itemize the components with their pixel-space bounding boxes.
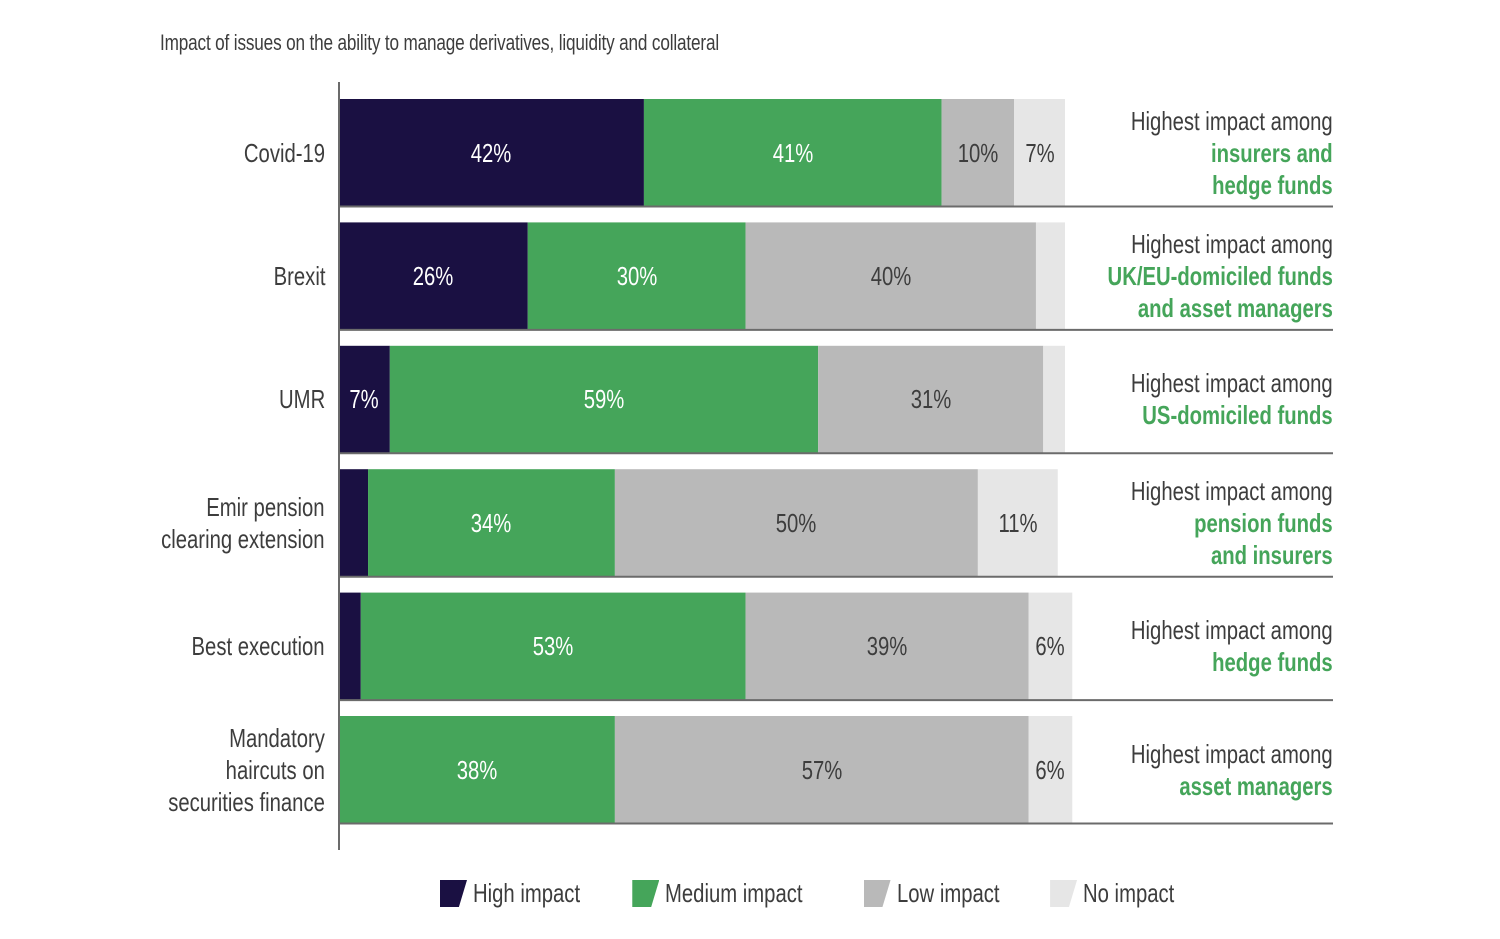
category-label-line: Best execution bbox=[191, 631, 325, 662]
bar-segment-high-impact-best-execution bbox=[339, 592, 361, 700]
category-label-line: clearing extension bbox=[161, 523, 325, 554]
legend-swatch-low-impact bbox=[863, 880, 891, 907]
data-label-medium-impact-covid-19: 41% bbox=[772, 137, 814, 168]
annotation-highlight: insurers and bbox=[1211, 137, 1333, 168]
data-label-no-impact-emir-pension-clearing-extension: 11% bbox=[998, 507, 1038, 538]
bar-segment-low-impact-covid-19 bbox=[941, 99, 1015, 206]
legend-label-high-impact: High impact bbox=[473, 878, 581, 908]
bar-segment-no-impact-mandatory-haircuts-on-securities-finance bbox=[1028, 716, 1073, 823]
data-label-medium-impact-umr: 59% bbox=[583, 384, 625, 415]
category-label-best-execution: Best execution bbox=[192, 630, 325, 662]
annotation-highlight: hedge funds bbox=[1212, 647, 1333, 678]
bar-segment-high-impact-umr bbox=[339, 345, 390, 453]
annotation-prefix: Highest impact among bbox=[1131, 738, 1333, 769]
bar-segment-medium-impact-emir-pension-clearing-extension bbox=[368, 469, 615, 577]
annotation-highlight: and insurers bbox=[1211, 539, 1333, 570]
data-label-medium-impact-brexit: 30% bbox=[616, 260, 657, 291]
chart-legend: High impact Medium impact Low impact No … bbox=[440, 878, 1222, 909]
data-label-high-impact-umr: 7% bbox=[349, 384, 380, 415]
bar-segment-low-impact-emir-pension-clearing-extension bbox=[614, 469, 978, 577]
data-label-low-impact-umr: 31% bbox=[910, 384, 951, 415]
annotation-best-execution: Highest impact among hedge funds bbox=[1131, 614, 1333, 678]
annotation-brexit: Highest impact among UK/EU-domiciled fund… bbox=[1108, 228, 1333, 324]
category-label-line: haircuts on bbox=[225, 754, 325, 785]
bar-segment-medium-impact-umr bbox=[389, 345, 819, 453]
legend-label-low-impact: Low impact bbox=[896, 878, 1000, 908]
bar-segment-no-impact-brexit bbox=[1035, 222, 1065, 330]
annotation-prefix: Highest impact among bbox=[1131, 368, 1333, 399]
bar-segment-no-impact-emir-pension-clearing-extension bbox=[977, 469, 1058, 577]
category-label-line: Mandatory bbox=[229, 722, 325, 753]
annotation-highlight: UK/EU-domiciled funds bbox=[1107, 260, 1333, 291]
data-label-medium-impact-best-execution: 53% bbox=[532, 631, 574, 662]
category-label-line: securities finance bbox=[168, 786, 325, 817]
legend-swatch-medium-impact bbox=[632, 880, 660, 907]
category-label-brexit: Brexit bbox=[273, 260, 325, 292]
bar-segment-medium-impact-covid-19 bbox=[643, 99, 942, 206]
legend-label-medium-impact: Medium impact bbox=[665, 878, 803, 908]
annotation-mandatory-haircuts-on-securities-finance: Highest impact among asset managers bbox=[1131, 738, 1333, 802]
bar-segment-high-impact-covid-19 bbox=[339, 99, 644, 206]
data-label-no-impact-covid-19: 7% bbox=[1024, 137, 1055, 168]
category-label-umr: UMR bbox=[279, 383, 325, 415]
category-label-line: UMR bbox=[278, 384, 325, 415]
data-label-medium-impact-mandatory-haircuts-on-securities-finance: 38% bbox=[456, 754, 498, 785]
annotation-prefix: Highest impact among bbox=[1131, 105, 1333, 136]
data-label-low-impact-best-execution: 39% bbox=[866, 631, 908, 662]
data-label-low-impact-emir-pension-clearing-extension: 50% bbox=[776, 507, 817, 538]
category-label-line: Covid-19 bbox=[243, 137, 325, 168]
bar-segment-low-impact-umr bbox=[818, 345, 1044, 453]
annotation-prefix: Highest impact among bbox=[1131, 475, 1333, 506]
data-label-low-impact-brexit: 40% bbox=[870, 260, 912, 291]
bar-segment-no-impact-covid-19 bbox=[1014, 99, 1065, 206]
category-label-emir-pension-clearing-extension: Emir pension clearing extension bbox=[162, 491, 325, 555]
legend-label-no-impact: No impact bbox=[1083, 878, 1175, 908]
legend-item-high-impact: High impact bbox=[440, 878, 610, 909]
category-label-mandatory-haircuts-on-securities-finance: Mandatory haircuts on securities finance bbox=[168, 722, 325, 818]
legend-item-low-impact: Low impact bbox=[863, 878, 1029, 909]
annotation-highlight: asset managers bbox=[1179, 770, 1333, 801]
annotation-covid-19: Highest impact among insurers and hedge fu… bbox=[1131, 105, 1333, 201]
data-label-medium-impact-emir-pension-clearing-extension: 34% bbox=[471, 507, 512, 538]
bar-segment-no-impact-best-execution bbox=[1028, 592, 1073, 700]
bar-segment-high-impact-brexit bbox=[339, 222, 528, 330]
data-label-no-impact-best-execution: 6% bbox=[1035, 631, 1066, 662]
data-label-no-impact-mandatory-haircuts-on-securities-finance: 6% bbox=[1035, 754, 1066, 785]
annotation-umr: Highest impact among US-domiciled funds bbox=[1131, 367, 1333, 431]
bar-segment-low-impact-best-execution bbox=[745, 592, 1029, 700]
legend-swatch-high-impact bbox=[440, 880, 467, 907]
category-label-line: Brexit bbox=[273, 260, 325, 291]
annotation-highlight: hedge funds bbox=[1212, 169, 1333, 200]
category-label-covid-19: Covid-19 bbox=[244, 137, 325, 169]
bar-segment-high-impact-emir-pension-clearing-extension bbox=[339, 469, 369, 577]
legend-item-medium-impact: Medium impact bbox=[632, 878, 841, 909]
data-label-high-impact-brexit: 26% bbox=[413, 260, 454, 291]
legend-swatch-no-impact bbox=[1050, 880, 1078, 907]
annotation-highlight: US-domiciled funds bbox=[1142, 400, 1333, 431]
annotation-prefix: Highest impact among bbox=[1131, 228, 1333, 259]
bar-segment-low-impact-brexit bbox=[745, 222, 1036, 330]
chart-title: Impact of issues on the ability to manag… bbox=[160, 30, 720, 55]
bar-segment-medium-impact-brexit bbox=[527, 222, 746, 330]
data-label-low-impact-covid-19: 10% bbox=[957, 137, 999, 168]
annotation-emir-pension-clearing-extension: Highest impact among pension funds and ins… bbox=[1131, 475, 1333, 571]
data-label-low-impact-mandatory-haircuts-on-securities-finance: 57% bbox=[801, 754, 843, 785]
annotation-highlight: and asset managers bbox=[1137, 292, 1333, 323]
annotation-highlight: pension funds bbox=[1194, 507, 1333, 538]
data-label-high-impact-covid-19: 42% bbox=[471, 137, 512, 168]
bar-segment-medium-impact-mandatory-haircuts-on-securities-finance bbox=[339, 716, 615, 823]
annotation-prefix: Highest impact among bbox=[1131, 615, 1333, 646]
bar-segment-low-impact-mandatory-haircuts-on-securities-finance bbox=[614, 716, 1029, 823]
bar-segment-no-impact-umr bbox=[1043, 345, 1065, 453]
bar-segment-medium-impact-best-execution bbox=[360, 592, 746, 700]
category-label-line: Emir pension bbox=[206, 491, 325, 522]
legend-item-no-impact: No impact bbox=[1050, 878, 1200, 909]
